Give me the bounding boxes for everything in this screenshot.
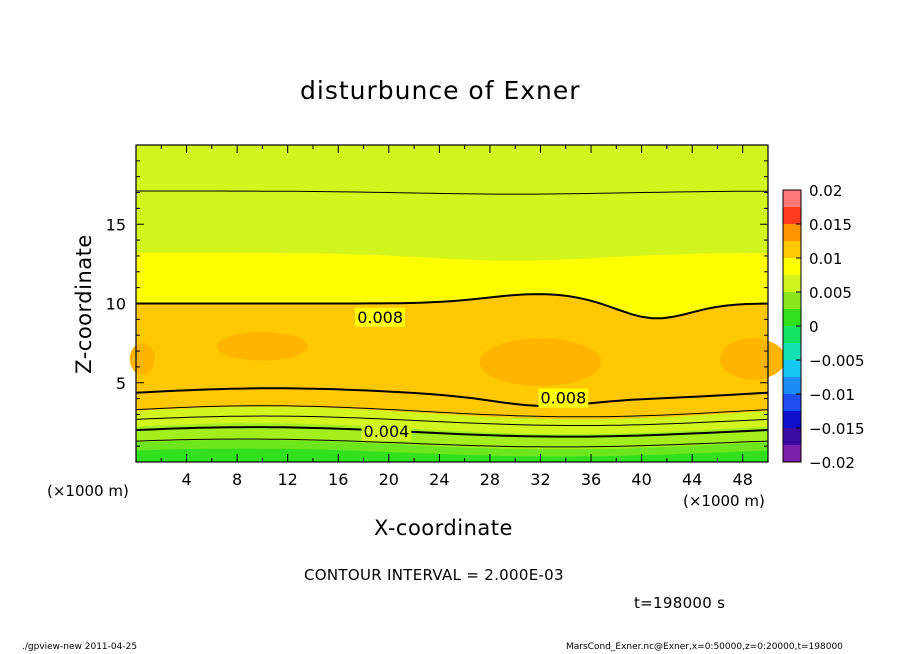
colorbar-label: −0.02: [809, 454, 855, 472]
chart-title: disturbunce of Exner: [300, 76, 581, 105]
contour-label-background: [355, 307, 406, 327]
x-tick-label: 16: [328, 470, 348, 489]
colorbar-band: [783, 360, 801, 377]
colorbar-band: [783, 275, 801, 292]
contour-line: [135, 387, 769, 408]
x-tick-label: 48: [733, 470, 753, 489]
x-axis-title: X-coordinate: [374, 516, 513, 540]
contour-interval-text: CONTOUR INTERVAL = 2.000E-03: [304, 566, 564, 584]
y-tick-label: 10: [106, 295, 126, 314]
colorbar-label: −0.01: [809, 386, 855, 404]
contour-label: 0.008: [540, 389, 586, 408]
colorbar-label: 0.005: [809, 284, 852, 302]
footer-right: MarsCond_Exner.nc@Exner,x=0:50000,z=0:20…: [566, 642, 843, 652]
colorbar-label: 0.015: [809, 216, 852, 234]
field-maximum: [216, 332, 308, 361]
x-tick-label: 20: [379, 470, 399, 489]
colorbar-band: [783, 207, 801, 224]
x-unit-right: (×1000 m): [683, 492, 765, 510]
colorbar-label: 0.02: [809, 182, 842, 200]
time-text: t=198000 s: [634, 594, 726, 612]
x-tick-label: 8: [232, 470, 242, 489]
footer-left: ./gpview-new 2011-04-25: [22, 642, 138, 652]
colorbar-band: [783, 309, 801, 326]
colorbar-band: [783, 292, 801, 309]
colorbar-band: [783, 394, 801, 411]
y-tick-label: 5: [116, 374, 126, 393]
contour-label-background: [538, 388, 589, 408]
field-maximum: [129, 343, 155, 375]
colorbar-band: [783, 258, 801, 275]
contour-line: [135, 415, 769, 426]
field-maximum: [479, 338, 602, 386]
field-layer: [136, 448, 768, 462]
colorbar-band: [783, 377, 801, 394]
x-tick-label: 44: [682, 470, 702, 489]
x-tick-label: 36: [581, 470, 601, 489]
y-tick-label: 15: [106, 215, 126, 234]
x-unit-left: (×1000 m): [47, 482, 129, 500]
contour-line: [136, 190, 768, 195]
contour-line: [136, 293, 769, 320]
contour-label: 0.008: [357, 308, 403, 327]
field-maximum: [719, 338, 786, 380]
x-tick-label: 24: [429, 470, 449, 489]
contour-line: [135, 426, 769, 438]
colorbar-band: [783, 326, 801, 343]
x-tick-label: 40: [631, 470, 651, 489]
colorbar-band: [783, 411, 801, 428]
colorbar-label: 0.01: [809, 250, 842, 268]
x-tick-label: 32: [530, 470, 550, 489]
contour-line: [135, 405, 769, 418]
colorbar-band: [783, 428, 801, 445]
colorbar-label: 0: [809, 318, 819, 336]
colorbar-band: [783, 343, 801, 360]
x-tick-label: 4: [181, 470, 191, 489]
colorbar-band: [783, 241, 801, 258]
colorbar-band: [783, 190, 801, 207]
contour-label: 0.004: [364, 422, 410, 441]
x-tick-label: 28: [480, 470, 500, 489]
colorbar-band: [783, 224, 801, 241]
y-axis-title: Z-coordinate: [72, 234, 96, 374]
x-tick-label: 12: [278, 470, 298, 489]
contour-label-background: [361, 421, 412, 441]
colorbar-label: −0.005: [809, 352, 865, 370]
colorbar-band: [783, 445, 801, 462]
contour-line: [135, 438, 769, 448]
colorbar-label: −0.015: [809, 420, 865, 438]
